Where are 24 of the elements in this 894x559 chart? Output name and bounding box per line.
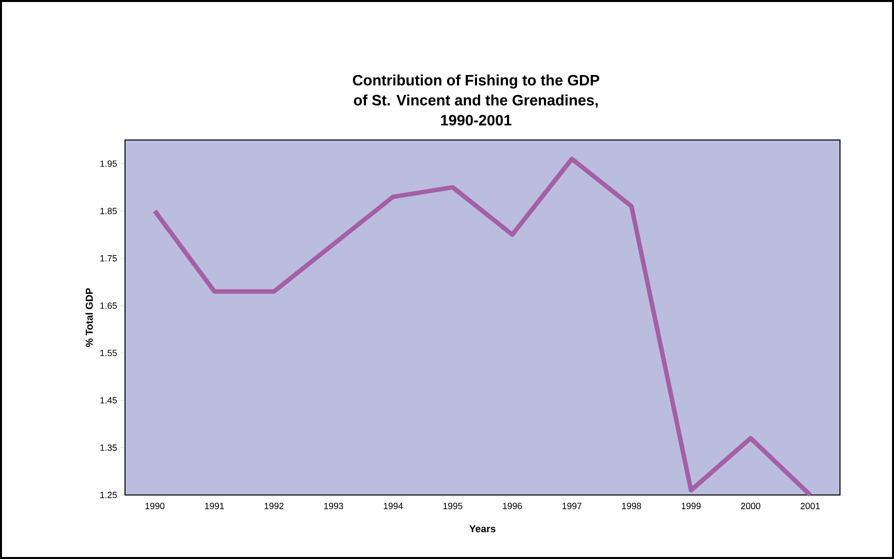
y-tick-label: 1.95 (100, 160, 117, 167)
x-axis-title: Years (469, 525, 496, 532)
x-tick-label: 1997 (562, 502, 582, 510)
y-tick-label: 1.45 (100, 397, 117, 404)
x-tick-label: 2000 (741, 502, 760, 510)
x-tick-label: 1991 (205, 502, 224, 510)
chart-title: Contribution of Fishing to the GDP of St. Vincent and the Grenadines, 1990-2001 (352, 74, 600, 126)
x-tick-label: 2001 (800, 502, 820, 510)
line-series (152, 156, 812, 498)
x-tick-label: 1996 (502, 502, 522, 510)
x-tick-label: 1993 (324, 502, 344, 510)
y-tick-label: 1.55 (100, 350, 117, 356)
x-tick-label: 1995 (443, 502, 462, 510)
y-axis-title: % Total GDP (85, 288, 93, 347)
x-tick-label: 1992 (264, 502, 284, 510)
y-tick-label: 1.75 (100, 255, 117, 262)
y-tick-label: 1.65 (100, 302, 117, 309)
x-tick-label: 1999 (682, 502, 701, 510)
x-tick-label: 1994 (384, 502, 403, 510)
y-tick-label: 1.85 (100, 208, 117, 214)
y-tick-label: 1.35 (100, 444, 117, 451)
x-tick-label: 1998 (622, 502, 642, 510)
x-tick-label: 1990 (145, 502, 164, 510)
y-tick-label: 1.25 (100, 492, 117, 498)
